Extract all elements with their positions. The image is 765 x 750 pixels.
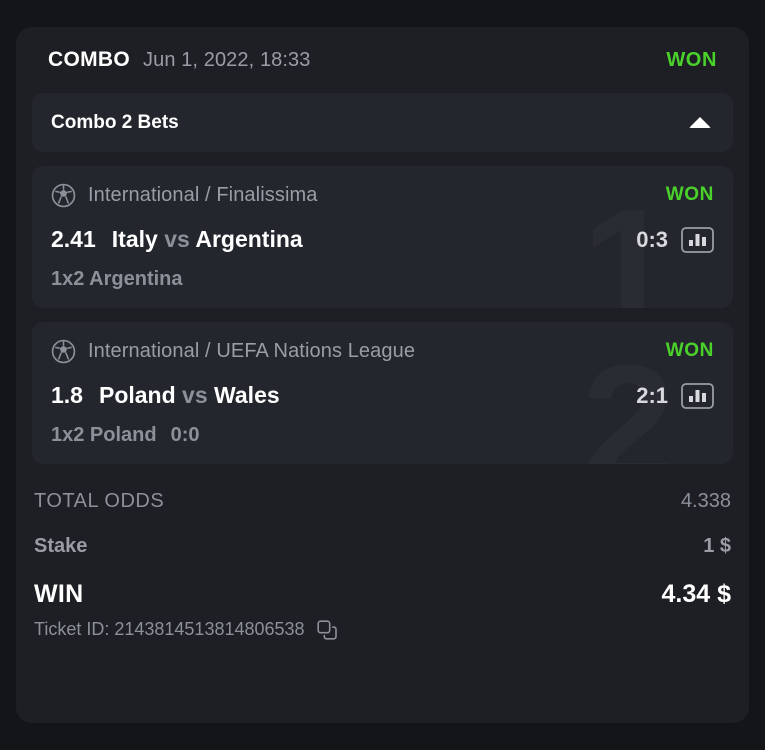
- home-team: Italy: [111, 226, 158, 252]
- stake-row: Stake 1 $: [34, 535, 731, 558]
- bet-league-name: International / UEFA Nations League: [88, 339, 416, 362]
- ticket-status-badge: WON: [666, 48, 717, 71]
- bet-main-line: 1.8 Poland vs Wales 2:1: [51, 382, 714, 409]
- bet-ticket-card: COMBO Jun 1, 2022, 18:33 WON Combo 2 Bet…: [16, 27, 749, 723]
- bet-teams: Poland vs Wales: [99, 382, 280, 409]
- away-team: Wales: [214, 382, 280, 408]
- vs-separator: vs: [164, 226, 190, 252]
- bet-league-line: International / Finalissima WON: [51, 180, 714, 210]
- bet-market-line: 1x2 Argentina: [51, 268, 714, 291]
- bet-status-badge: WON: [665, 184, 714, 205]
- total-odds-value: 4.338: [680, 490, 731, 512]
- bet-final-score: 0:3: [636, 226, 668, 252]
- win-value: 4.34 $: [661, 580, 731, 608]
- ticket-type-label: COMBO: [48, 48, 130, 71]
- bet-market-name: 1x2 Argentina: [51, 268, 183, 290]
- bet-odds: 1.8: [51, 382, 83, 408]
- home-team: Poland: [98, 382, 176, 408]
- soccer-ball-icon: [51, 339, 76, 363]
- soccer-ball-icon: [51, 183, 76, 207]
- ticket-id-text: Ticket ID: 2143814513814806538: [34, 619, 305, 639]
- win-row: WIN 4.34 $: [34, 580, 731, 609]
- bet-selection-row[interactable]: 2 International / UEFA Nations League WO…: [32, 322, 733, 464]
- triangle-up-icon[interactable]: [687, 110, 713, 136]
- win-label: WIN: [34, 580, 84, 608]
- ticket-date: Jun 1, 2022, 18:33: [143, 48, 311, 71]
- ticket-totals: TOTAL ODDS 4.338 Stake 1 $ WIN 4.34 $ Ti…: [32, 490, 733, 640]
- total-odds-label: TOTAL ODDS: [34, 490, 165, 512]
- combo-summary-title: Combo 2 Bets: [51, 111, 179, 133]
- combo-summary-bar[interactable]: Combo 2 Bets: [32, 93, 733, 152]
- ticket-id-row: Ticket ID: 2143814513814806538: [34, 619, 731, 640]
- bar-chart-icon[interactable]: [681, 226, 714, 253]
- total-odds-row: TOTAL ODDS 4.338: [34, 490, 731, 513]
- stake-label: Stake: [34, 535, 88, 557]
- bet-main-line: 2.41 Italy vs Argentina 0:3: [51, 226, 714, 253]
- bet-market-line: 1x2 Poland 0:0: [51, 424, 714, 447]
- ticket-header: COMBO Jun 1, 2022, 18:33 WON: [32, 27, 733, 93]
- bet-teams: Italy vs Argentina: [112, 226, 303, 253]
- vs-separator: vs: [182, 382, 208, 408]
- bet-market-name: 1x2 Poland: [51, 424, 157, 446]
- copy-icon[interactable]: [316, 619, 337, 640]
- bet-league-line: International / UEFA Nations League WON: [51, 336, 714, 366]
- away-team: Argentina: [195, 226, 303, 252]
- bet-odds: 2.41: [51, 226, 96, 252]
- bet-status-badge: WON: [665, 340, 714, 361]
- bet-league-name: International / Finalissima: [88, 183, 318, 206]
- bar-chart-icon[interactable]: [681, 382, 714, 409]
- bet-market-score: 0:0: [170, 424, 200, 446]
- bet-selection-row[interactable]: 1 International / Finalissima WON 2.41 I…: [32, 166, 733, 308]
- stake-value: 1 $: [703, 535, 731, 557]
- bet-final-score: 2:1: [636, 382, 668, 408]
